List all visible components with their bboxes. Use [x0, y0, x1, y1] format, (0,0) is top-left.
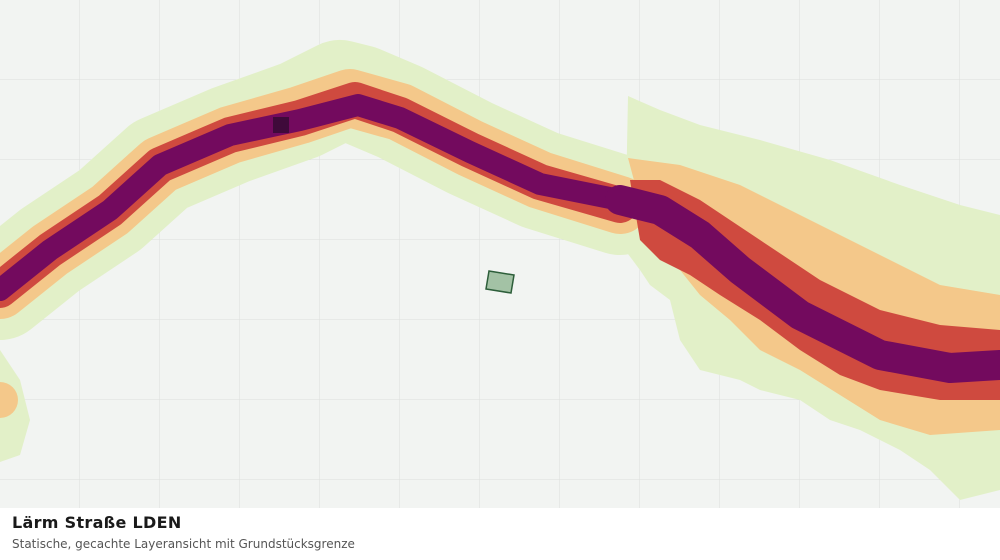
noise-zone-60 — [0, 382, 18, 418]
map — [0, 0, 1000, 508]
noise-zone-75 — [273, 117, 289, 133]
map-title: Lärm Straße LDEN — [12, 513, 182, 532]
parcel-boundary[interactable] — [485, 270, 515, 294]
map-subtitle: Statische, gecachte Layeransicht mit Gru… — [12, 537, 355, 551]
noise-zone-70 — [605, 185, 1000, 383]
noise-layer — [0, 40, 1000, 500]
